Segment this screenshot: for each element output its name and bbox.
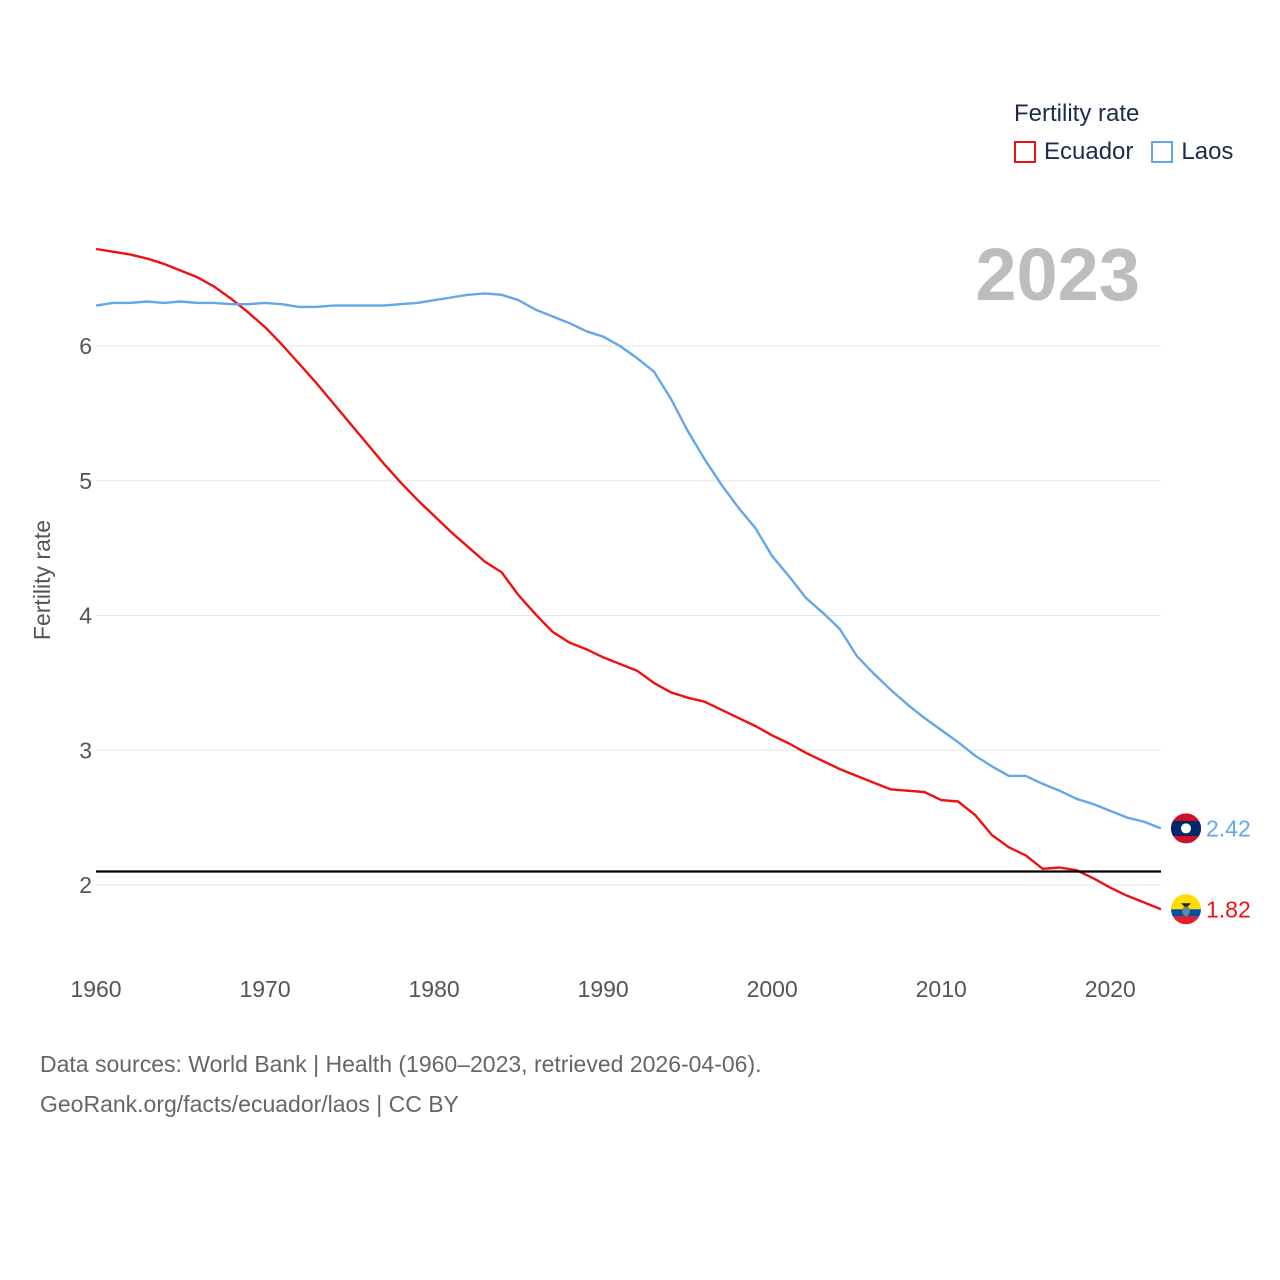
y-tick-label: 2 (79, 872, 92, 898)
series-lines (95, 247, 1162, 911)
series-line-ecuador (95, 247, 1162, 911)
x-tick-label: 1970 (239, 976, 290, 1002)
year-label: 2023 (975, 233, 1140, 316)
legend-item-laos[interactable]: Laos (1151, 138, 1233, 166)
y-tick-labels: 2 3 4 5 6 (79, 333, 92, 898)
x-tick-label: 1980 (409, 976, 460, 1002)
y-axis-title: Fertility rate (29, 520, 55, 640)
y-tick-label: 4 (79, 603, 92, 629)
legend-item-ecuador[interactable]: Ecuador (1014, 138, 1133, 166)
y-tick-label: 6 (79, 333, 92, 359)
end-label-ecuador: 1.82 (1206, 896, 1251, 922)
legend-swatch-ecuador (1014, 141, 1036, 163)
legend-title: Fertility rate (1014, 100, 1140, 127)
end-label-laos: 2.42 (1206, 815, 1251, 841)
end-markers: 1.82 2.42 (1171, 813, 1251, 925)
gridlines (96, 345, 1161, 886)
flag-ecuador-icon (1171, 894, 1201, 925)
x-tick-labels: 1960 1970 1980 1990 2000 2010 2020 (70, 976, 1135, 1002)
y-tick-label: 3 (79, 737, 92, 763)
legend-label-ecuador: Ecuador (1044, 138, 1134, 165)
x-tick-label: 1990 (578, 976, 629, 1002)
x-tick-label: 2020 (1085, 976, 1136, 1002)
x-tick-label: 2010 (916, 976, 967, 1002)
legend-swatch-laos (1151, 141, 1174, 163)
legend-label-laos: Laos (1181, 138, 1234, 165)
flag-laos-icon (1171, 813, 1201, 844)
series-line-laos (95, 292, 1162, 830)
legend: Fertility rate Ecuador Laos (1014, 100, 1233, 166)
footer: Data sources: World Bank | Health (1960–… (40, 1044, 762, 1124)
x-tick-label: 2000 (747, 976, 798, 1002)
footer-sources: Data sources: World Bank | Health (1960–… (40, 1051, 762, 1077)
x-tick-label: 1960 (70, 976, 121, 1002)
y-tick-label: 5 (79, 468, 92, 494)
footer-credit[interactable]: GeoRank.org/facts/ecuador/laos | CC BY (40, 1091, 459, 1117)
